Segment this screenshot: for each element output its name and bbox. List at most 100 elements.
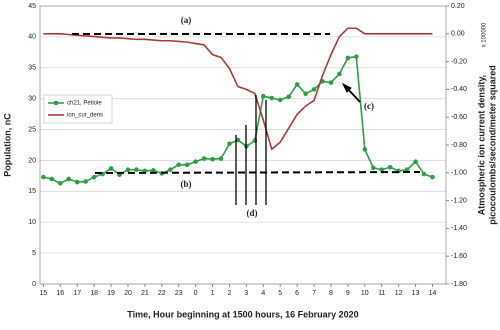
x-tick-label: 13 — [412, 290, 420, 297]
legend-box — [43, 94, 113, 124]
data-point — [167, 167, 173, 173]
y2-axis-title: picocoulombs/second/meter squared — [487, 65, 497, 225]
y2-tick-label: -0.20 — [451, 58, 467, 65]
y2-tick-label: -0.40 — [451, 86, 467, 93]
data-point — [303, 91, 308, 97]
data-point — [91, 174, 97, 180]
y2-tick-label: 0.20 — [451, 3, 465, 10]
x-tick-label: 20 — [124, 290, 132, 297]
y2-tick-label: -0.80 — [451, 142, 467, 149]
plot-frame — [39, 5, 447, 285]
data-point — [286, 94, 291, 100]
annotation-label: (d) — [247, 208, 258, 218]
x-tick-label: 16 — [56, 290, 64, 297]
plot-background — [39, 5, 447, 285]
data-point — [277, 97, 283, 103]
legend-label: ion_cur_dens — [67, 113, 103, 119]
x-tick-label: 21 — [141, 290, 149, 297]
data-point — [227, 141, 232, 147]
data-point — [261, 93, 266, 99]
data-point — [345, 55, 351, 61]
y2-tick-label: 0.00 — [451, 31, 465, 38]
y2-tick-label: -1.20 — [451, 197, 467, 204]
x-tick-label: 15 — [39, 290, 47, 297]
data-point — [354, 54, 359, 59]
x-tick-label: 11 — [378, 290, 385, 297]
data-point — [193, 159, 198, 164]
data-point — [210, 156, 215, 162]
x-tick-label: 9 — [346, 290, 350, 297]
data-point — [49, 176, 55, 182]
data-point — [370, 165, 376, 171]
data-point — [125, 167, 131, 173]
data-point — [413, 159, 418, 164]
data-point — [387, 164, 393, 170]
data-point — [66, 176, 72, 182]
data-point — [421, 171, 427, 177]
data-point — [184, 162, 190, 168]
data-point — [404, 167, 410, 173]
x-tick-label: 22 — [158, 290, 166, 297]
annotation-label: (c) — [364, 101, 374, 111]
annotations — [72, 33, 421, 205]
data-point — [269, 95, 275, 101]
data-point — [176, 162, 182, 168]
y2-axis-title: Atmospheric ion current density, — [476, 75, 486, 215]
x-tick-label: 7 — [312, 290, 316, 297]
x-tick-label: 3 — [244, 290, 248, 297]
x-tick-label: 2 — [228, 290, 232, 297]
legend-label: ch21, Petiole — [67, 101, 102, 107]
x-tick-label: 0 — [194, 290, 198, 297]
x-tick-label: 14 — [429, 290, 437, 297]
data-point — [108, 166, 114, 171]
data-point — [294, 82, 300, 87]
y2-tick-label: -1.00 — [451, 170, 467, 177]
x-tick-label: 5 — [278, 290, 282, 297]
x-tick-label: 23 — [175, 290, 183, 297]
annotation-arrowhead — [341, 82, 352, 93]
data-point — [58, 181, 63, 186]
y2-multiplier: x 100000 — [482, 22, 488, 47]
annotation-line — [94, 171, 421, 174]
annotation-label: (a) — [181, 15, 192, 25]
y-tick-label: 35 — [28, 65, 36, 72]
y-tick-label: 20 — [28, 157, 36, 164]
y2-tick-label: -0.60 — [451, 114, 467, 121]
data-point — [83, 179, 88, 184]
x-axis-title: Time, Hour beginning at 1500 hours, 16 F… — [127, 309, 358, 319]
y2-tick-label: -1.40 — [451, 225, 467, 232]
y-tick-label: 30 — [28, 96, 36, 103]
y2-tick-label: -1.80 — [451, 281, 467, 288]
y-tick-label: 0 — [32, 281, 36, 288]
x-tick-label: 17 — [73, 290, 81, 297]
x-tick-label: 19 — [107, 290, 115, 297]
series-line — [43, 27, 433, 151]
y-tick-label: 40 — [28, 34, 36, 41]
data-point — [201, 156, 207, 161]
x-tick-label: 8 — [329, 290, 333, 297]
data-point — [430, 174, 435, 180]
data-point — [151, 168, 156, 173]
data-point — [379, 167, 385, 173]
y-tick-label: 10 — [28, 219, 36, 226]
data-point — [74, 179, 80, 185]
data-point — [218, 156, 224, 161]
y-tick-label: 15 — [28, 188, 36, 195]
x-tick-label: 4 — [261, 290, 265, 297]
data-point — [337, 71, 342, 77]
annotation-label: (b) — [181, 179, 192, 189]
y-tick-label: 5 — [32, 250, 36, 257]
data-point — [134, 167, 139, 173]
x-tick-label: 1 — [211, 290, 215, 297]
y-axis-title: Population, nC — [2, 113, 12, 177]
y-tick-label: 25 — [28, 126, 36, 133]
data-point — [235, 137, 241, 143]
data-point — [311, 87, 317, 92]
x-tick-label: 18 — [90, 290, 98, 297]
x-tick-label: 6 — [295, 290, 299, 297]
y2-tick-label: -1.60 — [451, 253, 467, 260]
x-tick-label: 10 — [361, 290, 369, 297]
data-point — [362, 147, 368, 152]
data-point — [328, 80, 334, 85]
